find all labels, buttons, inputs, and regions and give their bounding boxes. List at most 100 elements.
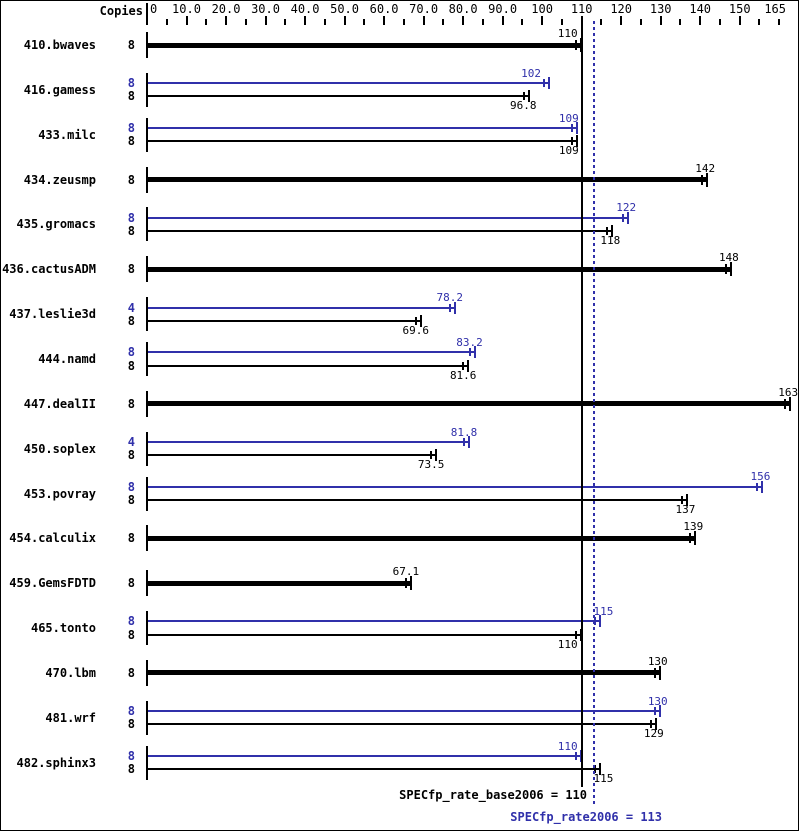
peak-value-label: 115 xyxy=(593,604,614,618)
x-axis-label: 70.0 xyxy=(409,2,439,16)
peak-bar xyxy=(148,351,476,354)
bar-run-tick xyxy=(449,303,451,312)
bar-end-tick xyxy=(611,225,614,237)
x-axis-minor-tick xyxy=(323,19,326,25)
x-axis-minor-tick xyxy=(521,19,524,25)
peak-bar xyxy=(148,306,456,309)
copies-value: 8 xyxy=(127,717,135,732)
x-axis-label: 50.0 xyxy=(330,2,360,16)
copies-value: 8 xyxy=(127,749,135,763)
x-axis-major-tick xyxy=(501,16,504,25)
peak-bar xyxy=(148,127,578,130)
copies-value: 8 xyxy=(127,76,135,91)
bar-run-tick xyxy=(756,482,759,491)
row-axis-segment xyxy=(146,166,148,193)
bar-end-tick xyxy=(468,436,471,449)
row-axis-segment xyxy=(146,297,148,332)
x-axis-label: 80.0 xyxy=(448,2,478,16)
base-bar xyxy=(148,319,423,322)
x-axis-label: 150 xyxy=(728,2,751,16)
bar-end-tick xyxy=(467,359,470,372)
bar-end-tick xyxy=(575,122,578,135)
base-value-label: 81.6 xyxy=(449,368,477,382)
peak-bar xyxy=(148,216,630,219)
peak-bar xyxy=(148,485,764,488)
row-axis-segment xyxy=(146,72,148,107)
copies-value: 8 xyxy=(127,38,135,52)
bar-run-tick xyxy=(622,213,625,222)
copies-value: 4 xyxy=(127,300,135,315)
benchmark-name: 437.leslie3d xyxy=(9,307,96,322)
bar-end-tick xyxy=(658,705,661,718)
base-bar xyxy=(148,364,470,367)
x-axis-major-tick xyxy=(580,16,583,25)
bar-run-tick xyxy=(574,630,577,639)
base-value-label: 109 xyxy=(558,144,579,158)
peak-bar xyxy=(148,441,471,444)
bar-end-tick xyxy=(454,301,456,314)
benchmark-name: 444.namd xyxy=(38,351,96,366)
bar-end-tick xyxy=(686,494,689,507)
benchmark-name: 481.wrf xyxy=(45,710,96,725)
bar-run-tick xyxy=(594,617,597,626)
peak-bar xyxy=(148,82,551,85)
base-value-label: 130 xyxy=(647,654,668,668)
row-axis-segment xyxy=(146,570,148,597)
benchmark-name: 459.GemsFDTD xyxy=(9,576,96,591)
row-axis-segment xyxy=(146,659,148,686)
copies-value: 8 xyxy=(127,224,135,238)
bar-run-tick xyxy=(574,752,577,760)
bar-run-tick xyxy=(784,398,787,409)
bar-end-tick xyxy=(599,615,602,628)
benchmark-name: 447.dealII xyxy=(23,396,96,411)
peak-bar xyxy=(148,710,661,713)
x-axis-major-tick xyxy=(541,16,544,25)
base-reference-line xyxy=(580,21,583,787)
base-peak-bar xyxy=(148,401,792,407)
benchmark-name: 436.cactusADM xyxy=(2,262,96,277)
base-value-label: 115 xyxy=(593,772,614,786)
copies-value: 8 xyxy=(127,614,135,629)
base-bar xyxy=(148,230,614,232)
copies-value: 8 xyxy=(127,172,135,187)
x-axis-label: 0 xyxy=(150,2,158,16)
base-value-label: 163 xyxy=(778,385,799,399)
x-axis-minor-tick xyxy=(363,19,366,25)
base-bar xyxy=(148,723,657,726)
benchmark-name: 433.milc xyxy=(38,127,96,142)
row-axis-segment xyxy=(146,476,148,511)
bar-run-tick xyxy=(689,533,692,544)
peak-value-label: 109 xyxy=(558,111,579,125)
peak-value-label: 122 xyxy=(616,201,637,215)
bar-end-tick xyxy=(654,718,657,731)
bar-run-tick xyxy=(724,264,727,275)
benchmark-name: 434.zeusmp xyxy=(23,172,96,187)
x-axis-label: 165 xyxy=(764,2,786,16)
x-axis-minor-tick xyxy=(758,19,761,25)
base-value-label: 67.1 xyxy=(392,565,420,579)
bar-end-tick xyxy=(729,262,732,277)
row-axis-segment xyxy=(146,700,148,735)
copies-value: 8 xyxy=(127,665,135,680)
bar-end-tick xyxy=(599,763,602,776)
x-axis-minor-tick xyxy=(679,19,682,25)
peak-value-label: 78.2 xyxy=(436,291,464,304)
x-axis-label: 130 xyxy=(649,2,672,16)
copies-value: 8 xyxy=(127,531,135,546)
x-axis-minor-tick xyxy=(481,19,484,25)
bar-run-tick xyxy=(522,92,525,101)
x-axis-label: 140 xyxy=(689,2,712,16)
x-axis-minor-tick xyxy=(718,19,721,25)
copies-value: 8 xyxy=(127,396,135,411)
base-bar xyxy=(148,768,602,771)
x-axis-label: 120 xyxy=(610,2,633,16)
bar-end-tick xyxy=(420,314,423,327)
bar-end-tick xyxy=(410,576,413,591)
peak-result-text: SPECfp_rate2006 = 113 xyxy=(510,810,662,824)
peak-value-label: 83.2 xyxy=(456,335,483,349)
copies-value: 8 xyxy=(127,479,135,494)
x-axis-major-tick xyxy=(304,16,307,25)
base-result-text: SPECfp_rate_base2006 = 110 xyxy=(399,788,587,802)
copies-value: 8 xyxy=(127,627,135,642)
peak-value-label: 81.8 xyxy=(450,425,478,439)
